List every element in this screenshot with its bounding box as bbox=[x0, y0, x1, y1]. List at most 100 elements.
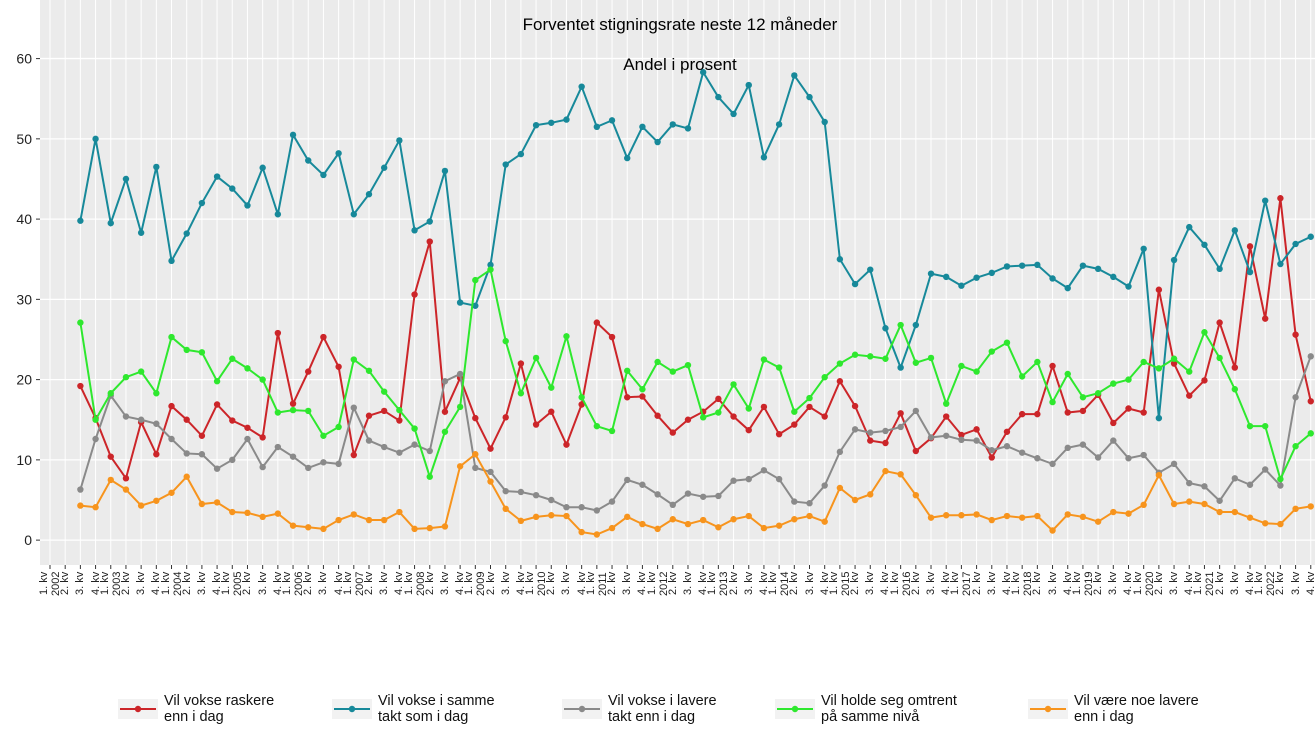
data-point bbox=[836, 378, 844, 385]
data-point bbox=[122, 475, 130, 482]
data-point bbox=[1003, 443, 1011, 450]
data-point bbox=[1125, 510, 1132, 517]
data-point bbox=[593, 531, 601, 538]
data-point bbox=[289, 522, 297, 529]
data-point bbox=[153, 451, 160, 458]
x-tick-label: 3. kv bbox=[621, 572, 634, 596]
data-point bbox=[791, 72, 798, 79]
data-point bbox=[821, 118, 828, 126]
data-point bbox=[183, 450, 190, 457]
x-tick-label: 1. kv 2012 bbox=[645, 572, 670, 597]
legend-item: Vil vokse i lavere takt enn i dag bbox=[562, 693, 717, 725]
data-point bbox=[699, 493, 707, 500]
legend-label: Vil være noe lavere enn i dag bbox=[1074, 693, 1199, 725]
x-tick-label: 2. kv bbox=[423, 572, 436, 596]
x-tick-label: 3. kv bbox=[74, 572, 87, 596]
data-point bbox=[958, 431, 965, 439]
data-point bbox=[1292, 331, 1299, 338]
data-point bbox=[365, 437, 373, 444]
data-point bbox=[1110, 508, 1117, 516]
data-point bbox=[851, 426, 859, 433]
data-point bbox=[608, 117, 616, 124]
data-point bbox=[472, 414, 479, 422]
data-point bbox=[1140, 358, 1147, 366]
data-point bbox=[77, 486, 84, 493]
data-point bbox=[502, 505, 509, 513]
data-point bbox=[745, 81, 752, 89]
data-point bbox=[472, 451, 479, 458]
data-point bbox=[958, 436, 965, 444]
data-point bbox=[320, 333, 327, 341]
data-point bbox=[411, 425, 418, 432]
data-point bbox=[426, 218, 433, 225]
data-point bbox=[1201, 329, 1208, 336]
data-point bbox=[882, 325, 889, 332]
data-point bbox=[1246, 514, 1254, 521]
data-point bbox=[259, 376, 266, 383]
data-point bbox=[745, 405, 752, 412]
data-point bbox=[1140, 409, 1147, 416]
data-point bbox=[396, 417, 403, 424]
data-point bbox=[502, 487, 509, 495]
data-point bbox=[654, 138, 661, 146]
data-point bbox=[958, 282, 965, 289]
data-point bbox=[198, 432, 206, 439]
data-point bbox=[699, 516, 707, 524]
data-point bbox=[426, 447, 433, 455]
data-point bbox=[289, 400, 297, 407]
x-tick-label: 3. kv bbox=[803, 572, 816, 596]
data-point bbox=[1292, 394, 1299, 401]
data-point bbox=[532, 421, 540, 428]
data-point bbox=[335, 516, 342, 524]
data-point bbox=[1262, 197, 1269, 204]
data-point bbox=[624, 394, 631, 401]
data-point bbox=[1201, 483, 1208, 490]
data-point bbox=[730, 413, 737, 420]
x-tick-label: 2. kv bbox=[1274, 572, 1287, 596]
data-point bbox=[1018, 410, 1026, 418]
data-point bbox=[988, 447, 995, 454]
x-tick-label: 2. kv bbox=[59, 572, 72, 596]
data-point bbox=[456, 370, 464, 378]
data-point bbox=[1277, 475, 1284, 483]
data-point bbox=[608, 498, 616, 505]
data-point bbox=[639, 123, 646, 131]
data-point bbox=[396, 137, 403, 144]
legend-swatch bbox=[118, 699, 158, 719]
data-point bbox=[1170, 355, 1178, 362]
data-point bbox=[791, 421, 798, 428]
data-point bbox=[639, 393, 646, 400]
data-point bbox=[715, 395, 722, 403]
data-point bbox=[92, 435, 99, 443]
data-point bbox=[1231, 508, 1239, 516]
legend-swatch bbox=[775, 699, 815, 719]
data-point bbox=[1003, 512, 1011, 520]
data-point bbox=[943, 512, 950, 519]
data-point bbox=[380, 407, 388, 415]
x-tick-label: 3. kv bbox=[256, 572, 269, 596]
data-point bbox=[912, 359, 920, 366]
data-point bbox=[639, 520, 646, 528]
x-tick-label: 2. kv bbox=[1031, 572, 1044, 596]
data-point bbox=[441, 523, 449, 530]
x-tick-label: 2. kv bbox=[909, 572, 922, 596]
data-point bbox=[456, 299, 464, 306]
data-point bbox=[532, 121, 540, 129]
data-point bbox=[1003, 339, 1011, 346]
data-point bbox=[137, 416, 145, 423]
data-point bbox=[715, 93, 722, 101]
data-point bbox=[867, 437, 874, 444]
data-point bbox=[791, 516, 798, 523]
data-point bbox=[927, 270, 935, 277]
data-point bbox=[1094, 454, 1102, 461]
data-point bbox=[1018, 449, 1026, 456]
data-point bbox=[1277, 195, 1284, 202]
data-point bbox=[441, 408, 449, 415]
data-point bbox=[396, 449, 403, 456]
data-point bbox=[1125, 376, 1132, 383]
data-point bbox=[775, 475, 783, 483]
data-point bbox=[213, 173, 221, 180]
data-point bbox=[1186, 479, 1193, 487]
data-point bbox=[1216, 354, 1223, 362]
